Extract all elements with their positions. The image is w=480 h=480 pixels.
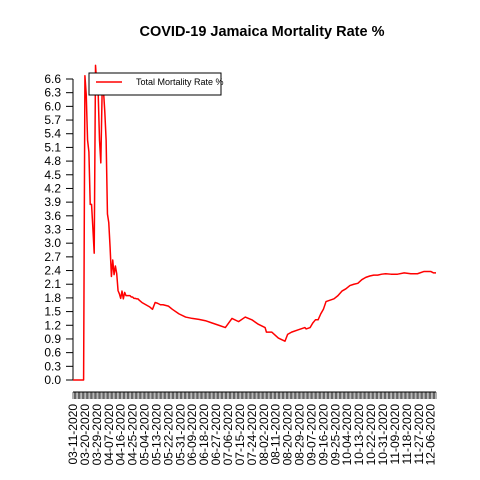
y-tick-label: 3.3 <box>44 223 61 237</box>
x-tick-label: 09-07-2020 <box>304 404 318 466</box>
legend-label: Total Mortality Rate % <box>136 77 224 87</box>
x-tick-label: 12-06-2020 <box>424 404 438 466</box>
x-tick-label: 06-27-2020 <box>209 404 223 466</box>
y-tick-label: 6.3 <box>44 86 61 100</box>
x-tick-label: 08-20-2020 <box>281 404 295 466</box>
x-tick-label: 10-22-2020 <box>364 404 378 466</box>
y-tick-label: 1.8 <box>44 291 61 305</box>
y-tick-label: 0.9 <box>44 332 61 346</box>
series-line-0 <box>73 64 436 381</box>
x-tick-label: 08-02-2020 <box>257 404 271 466</box>
y-axis: 0.00.30.60.91.21.51.82.12.42.73.03.33.63… <box>44 72 74 387</box>
x-tick-label: 04-25-2020 <box>126 404 140 466</box>
y-tick-label: 3.0 <box>44 236 61 250</box>
y-tick-label: 0.0 <box>44 373 61 387</box>
x-tick-label: 05-22-2020 <box>161 404 175 466</box>
x-tick-label: 06-09-2020 <box>185 404 199 466</box>
x-tick-label: 03-29-2020 <box>90 404 104 466</box>
chart-title: COVID-19 Jamaica Mortality Rate % <box>140 24 385 40</box>
y-tick-label: 4.5 <box>44 168 61 182</box>
x-tick-label: 04-16-2020 <box>114 404 128 466</box>
y-tick-label: 0.3 <box>44 359 61 373</box>
x-tick-label: 03-20-2020 <box>78 404 92 466</box>
legend-box <box>88 72 222 96</box>
x-tick-label: 10-04-2020 <box>340 404 354 466</box>
legend: Total Mortality Rate % <box>88 72 224 96</box>
x-tick-label: 06-18-2020 <box>197 404 211 466</box>
y-tick-label: 1.2 <box>44 318 61 332</box>
y-tick-label: 4.8 <box>44 154 61 168</box>
y-tick-label: 0.6 <box>44 346 61 360</box>
x-tick-label: 03-11-2020 <box>66 404 80 465</box>
y-tick-label: 5.4 <box>44 127 61 141</box>
x-tick-label: 10-31-2020 <box>376 404 390 466</box>
y-tick-label: 6.0 <box>44 99 61 113</box>
x-tick-label: 09-16-2020 <box>316 404 330 466</box>
x-tick-label: 07-06-2020 <box>221 404 235 466</box>
x-tick-label: 11-18-2020 <box>400 404 414 465</box>
y-tick-label: 2.7 <box>44 250 61 264</box>
y-tick-label: 5.7 <box>44 113 61 127</box>
y-tick-label: 2.1 <box>44 277 61 291</box>
y-tick-label: 2.4 <box>44 264 61 278</box>
x-tick-label: 05-13-2020 <box>149 404 163 466</box>
x-tick-label: 04-07-2020 <box>102 404 116 466</box>
plot-area <box>73 64 436 381</box>
x-tick-label: 05-04-2020 <box>138 404 152 466</box>
y-tick-label: 5.1 <box>44 140 61 154</box>
x-tick-label: 08-29-2020 <box>293 404 307 466</box>
x-tick-label: 07-24-2020 <box>245 404 259 466</box>
x-axis: 03-11-202003-20-202003-29-202004-07-2020… <box>66 391 438 466</box>
x-tick-label: 08-11-2020 <box>269 404 283 465</box>
x-tick-label: 09-25-2020 <box>328 404 342 466</box>
x-tick-label: 10-13-2020 <box>352 404 366 466</box>
y-tick-label: 1.5 <box>44 305 61 319</box>
y-tick-label: 3.9 <box>44 195 61 209</box>
x-tick-label: 07-15-2020 <box>233 404 247 466</box>
y-tick-label: 4.2 <box>44 181 61 195</box>
x-tick-label: 11-27-2020 <box>412 404 426 465</box>
x-tick-label: 11-09-2020 <box>388 404 402 465</box>
x-tick-label: 05-31-2020 <box>173 404 187 466</box>
y-tick-label: 6.6 <box>44 72 61 86</box>
y-tick-label: 3.6 <box>44 209 61 223</box>
